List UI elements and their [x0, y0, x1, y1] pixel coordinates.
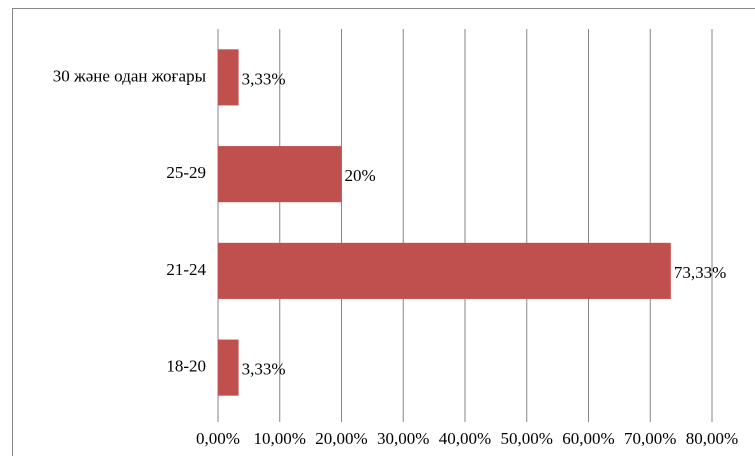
bar	[218, 242, 671, 299]
value-label: 3,33%	[242, 360, 286, 379]
chart-border	[12, 8, 755, 456]
x-tick-label: 30,00%	[377, 429, 429, 448]
bar	[218, 339, 239, 396]
y-tick-label: 18-20	[166, 357, 206, 376]
x-tick-label: 10,00%	[254, 429, 306, 448]
bar	[218, 146, 342, 203]
x-tick-label: 60,00%	[562, 429, 614, 448]
x-tick-label: 80,00%	[686, 429, 738, 448]
x-tick-label: 20,00%	[315, 429, 367, 448]
bar	[218, 49, 239, 106]
y-tick-label: 21-24	[166, 260, 206, 279]
y-tick-label: 30 және одан жоғары	[53, 66, 207, 85]
x-tick-label: 50,00%	[501, 429, 553, 448]
x-tick-label: 70,00%	[624, 429, 676, 448]
value-label: 3,33%	[242, 69, 286, 88]
x-tick-label: 0,00%	[196, 429, 240, 448]
y-tick-label: 25-29	[166, 163, 206, 182]
value-label: 20%	[345, 166, 376, 185]
value-label: 73,33%	[674, 263, 726, 282]
x-tick-label: 40,00%	[439, 429, 491, 448]
